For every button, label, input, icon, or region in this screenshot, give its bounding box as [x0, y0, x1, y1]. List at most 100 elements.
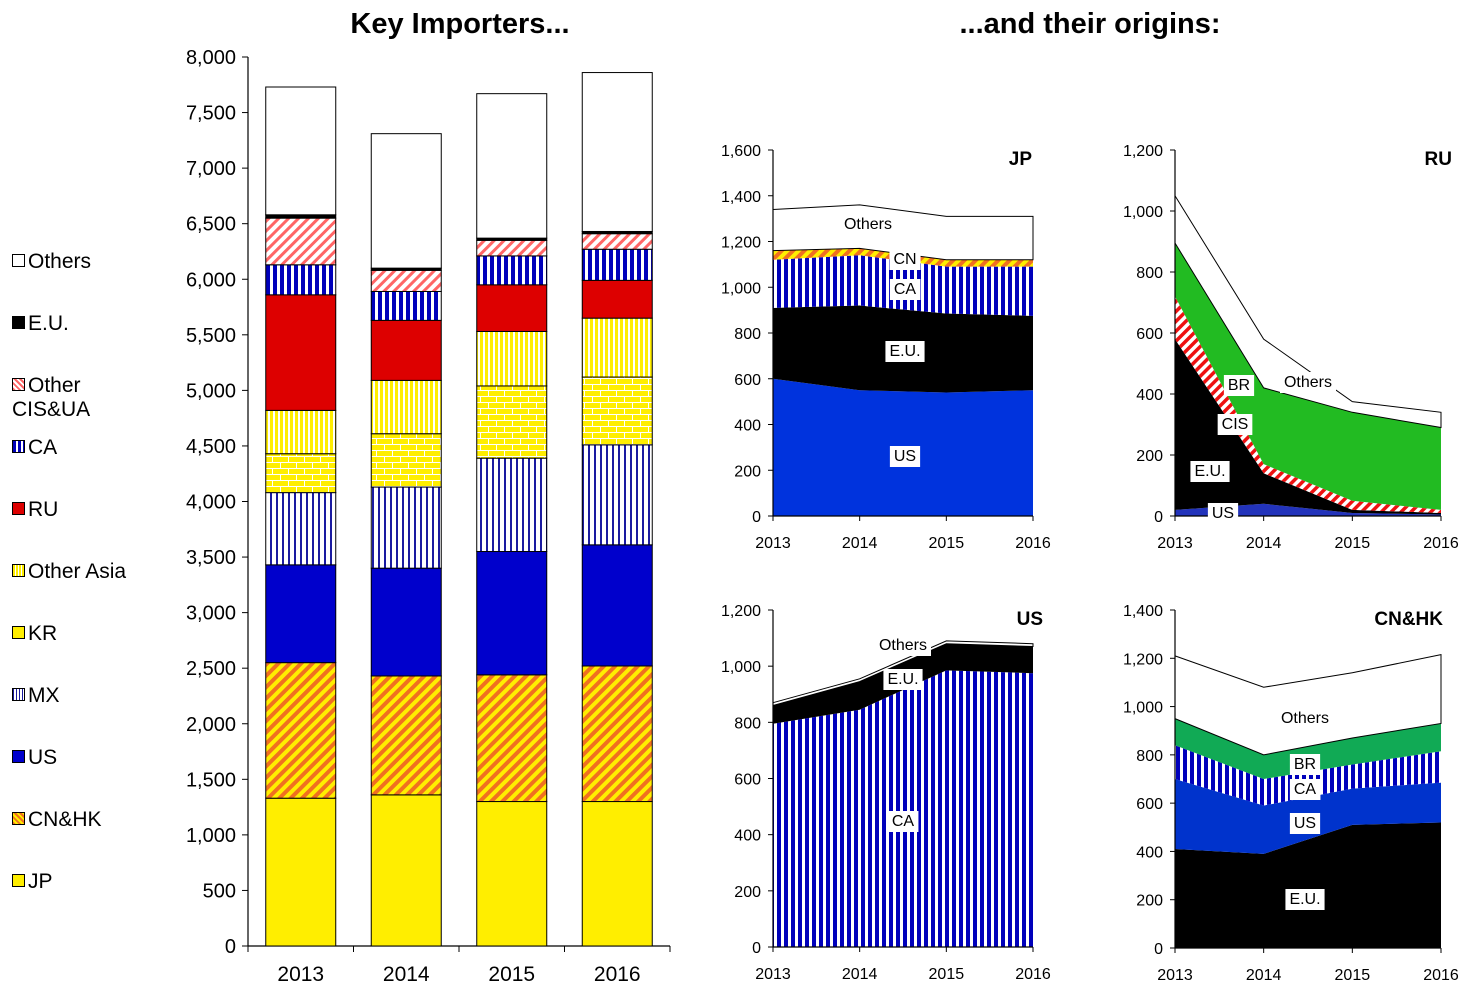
y-tick-label: 1,200: [721, 235, 761, 252]
area-label-cis: CIS: [1222, 416, 1249, 433]
y-tick-label: 0: [225, 936, 236, 958]
bar-cn-hk-2013: [265, 662, 337, 799]
legend-item-other-cis-ua: Other CIS&UA: [12, 374, 90, 422]
x-tick-label: 2016: [1423, 535, 1459, 552]
area-label-bg: [889, 249, 921, 270]
x-tick-label: 2013: [1157, 967, 1193, 984]
area-label-bg: [889, 446, 921, 467]
area-cis: [1175, 296, 1441, 513]
y-tick-label: 1,600: [721, 143, 761, 160]
area-br: [1175, 718, 1441, 779]
bar-other-asia-2016: [581, 317, 653, 378]
y-tick-label: 400: [1136, 387, 1163, 404]
bar-jp-2013: [265, 797, 337, 947]
x-tick-label: 2013: [755, 535, 791, 552]
y-tick-label: 1,200: [1123, 651, 1163, 668]
key-importers-chart: 0 500 1,000 1,500 2,000 2,500 3,000 3,500 4,000 4…: [186, 47, 671, 986]
legend-label: RU: [28, 498, 59, 521]
y-tick-label: 1,000: [186, 825, 236, 847]
panel-title: RU: [1425, 149, 1452, 170]
x-tick-label: 2015: [488, 963, 535, 986]
bar-us-2013: [265, 564, 337, 664]
y-tick-label: 0: [752, 940, 761, 957]
y-tick-label: 5,000: [186, 380, 236, 402]
y-tick-label: 400: [1136, 844, 1163, 861]
bar-mx-2016: [581, 444, 653, 546]
y-tick-label: 200: [1136, 893, 1163, 910]
bar-cn-hk-2014: [370, 675, 442, 796]
bar-jp-2014: [370, 794, 442, 947]
x-tick-label: 2016: [1423, 967, 1459, 984]
y-tick-label: 200: [1136, 448, 1163, 465]
legend-label: CA: [28, 436, 58, 459]
y-tick-label: 4,000: [186, 492, 236, 514]
area-label-ca: CA: [1294, 781, 1317, 798]
legend-swatch: [12, 564, 25, 577]
panel-jp: 0 200 400 600 800 1,000 1,200 1,400 1,600 2013 201…: [721, 143, 1051, 552]
bar-ca-2013: [265, 264, 337, 296]
area-label-e-u: E.U.: [1194, 463, 1225, 480]
right-charts-title: ...and their origins:: [959, 8, 1221, 40]
bar-other-asia-2015: [476, 330, 548, 387]
bar-cn-hk-2016: [581, 665, 653, 803]
bar-others-2014: [370, 133, 442, 269]
bar-other-cis-ua-2015: [476, 239, 548, 257]
area-label-ca: CA: [892, 813, 915, 830]
area-br: [1175, 243, 1441, 510]
y-tick-label: 6,500: [186, 214, 236, 236]
bar-ca-2015: [476, 255, 548, 286]
y-tick-label: 1,400: [1123, 603, 1163, 620]
y-tick-label: 200: [734, 884, 761, 901]
y-tick-label: 600: [734, 372, 761, 389]
y-tick-label: 3,000: [186, 603, 236, 625]
area-ca: [1175, 745, 1441, 806]
bar-cn-hk-2015: [476, 674, 548, 803]
bar-us-2016: [581, 544, 653, 667]
bar-e-u-2013: [265, 214, 337, 219]
legend-label: KR: [28, 622, 58, 645]
panel-title: CN&HK: [1374, 609, 1443, 630]
area-label-bg: [1207, 503, 1239, 524]
legend-item-ca: CA: [12, 436, 57, 460]
bar-us-2014: [370, 567, 442, 677]
bar-others-2013: [265, 86, 337, 216]
x-tick-label: 2015: [1335, 967, 1371, 984]
legend-swatch: [12, 688, 25, 701]
bar-other-cis-ua-2013: [265, 217, 337, 266]
area-label-bg: [1190, 461, 1230, 482]
y-tick-label: 1,000: [721, 659, 761, 676]
bar-kr-2016: [581, 376, 653, 446]
area-label-bg: [889, 279, 921, 300]
bar-kr-2013: [265, 453, 337, 494]
area-label-us: US: [1212, 505, 1234, 522]
area-label-bg: [1279, 372, 1337, 393]
y-tick-label: 400: [734, 418, 761, 435]
panel-ru: 0 200 400 600 800 1,000 1,200 2013 2014 2015 2016 R…: [1123, 143, 1459, 552]
bar-ca-2014: [370, 290, 442, 321]
area-label-bg: [1285, 889, 1325, 910]
bar-others-2015: [476, 93, 548, 239]
legend-label: Other Asia: [28, 560, 127, 583]
area-label-ca: CA: [894, 281, 917, 298]
bar-mx-2013: [265, 492, 337, 566]
legend-swatch: [12, 750, 25, 763]
area-label-bg: [1223, 375, 1255, 396]
y-tick-label: 8,000: [186, 47, 236, 69]
legend-label: MX: [28, 684, 60, 707]
area-label-us: US: [894, 448, 916, 465]
y-tick-label: 400: [734, 828, 761, 845]
legend-label: E.U.: [28, 312, 69, 335]
bar-mx-2015: [476, 457, 548, 553]
y-tick-label: 200: [734, 463, 761, 480]
x-tick-label: 2014: [842, 535, 878, 552]
bar-other-cis-ua-2014: [370, 269, 442, 292]
area-label-bg: [887, 811, 919, 832]
x-tick-label: 2014: [383, 963, 430, 986]
y-tick-label: 0: [1154, 509, 1163, 526]
x-tick-label: 2014: [1246, 535, 1282, 552]
legend-label: JP: [28, 870, 53, 893]
y-tick-label: 1,200: [1123, 143, 1163, 160]
bar-other-asia-2013: [265, 409, 337, 455]
legend-label: Others: [28, 250, 92, 273]
legend-swatch: [12, 874, 25, 887]
